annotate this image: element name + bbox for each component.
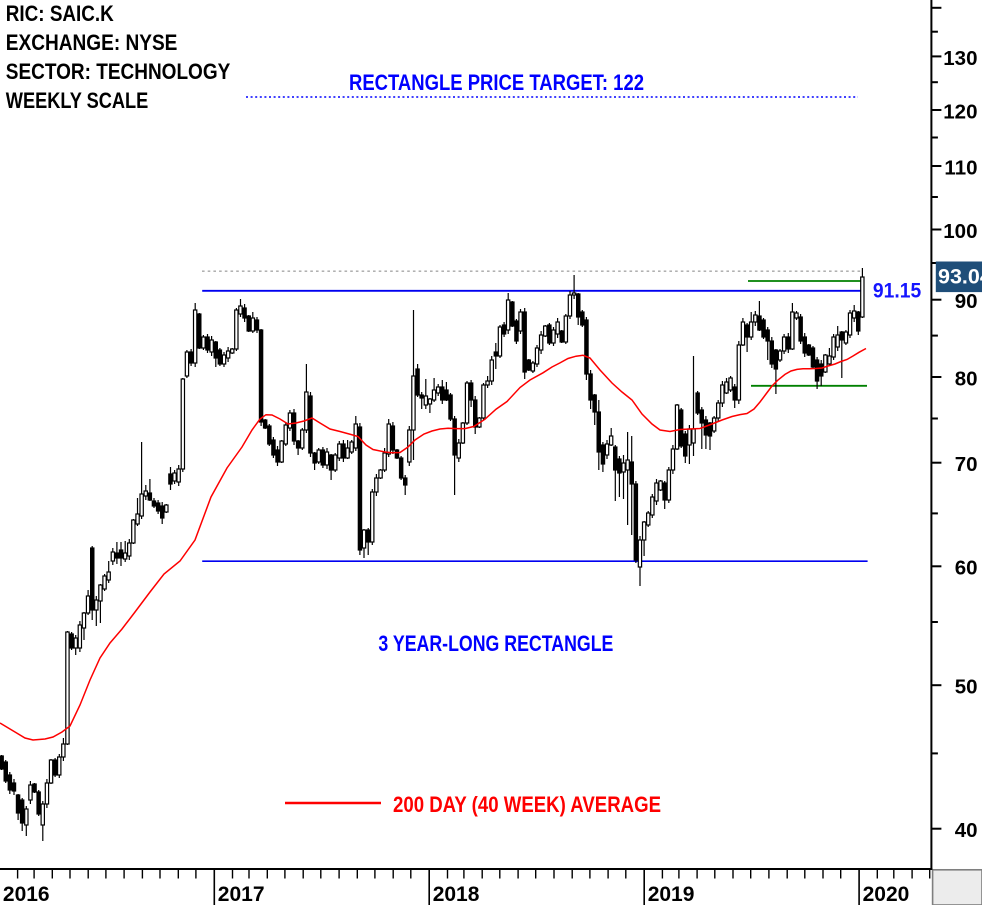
svg-text:60: 60 — [955, 557, 978, 580]
svg-text:2017: 2017 — [218, 883, 265, 905]
svg-text:110: 110 — [944, 156, 977, 179]
svg-text:90: 90 — [955, 290, 978, 313]
svg-text:2016: 2016 — [3, 883, 50, 905]
svg-text:91.15: 91.15 — [873, 279, 921, 303]
svg-text:130: 130 — [943, 47, 977, 70]
svg-text:2020: 2020 — [863, 883, 910, 905]
svg-text:WEEKLY SCALE: WEEKLY SCALE — [6, 88, 149, 113]
svg-text:200 DAY (40 WEEK) AVERAGE: 200 DAY (40 WEEK) AVERAGE — [393, 792, 661, 817]
svg-text:3 YEAR-LONG RECTANGLE: 3 YEAR-LONG RECTANGLE — [378, 631, 613, 656]
svg-text:70: 70 — [955, 453, 978, 476]
svg-text:2019: 2019 — [648, 883, 695, 905]
svg-text:2018: 2018 — [433, 883, 480, 905]
svg-text:SECTOR: TECHNOLOGY: SECTOR: TECHNOLOGY — [6, 59, 231, 84]
svg-text:50: 50 — [955, 676, 978, 699]
svg-text:EXCHANGE: NYSE: EXCHANGE: NYSE — [6, 30, 178, 55]
svg-text:40: 40 — [955, 819, 978, 842]
svg-text:120: 120 — [943, 100, 977, 123]
svg-text:RECTANGLE PRICE TARGET: 122: RECTANGLE PRICE TARGET: 122 — [349, 70, 644, 95]
svg-text:93.04: 93.04 — [938, 265, 982, 289]
svg-text:RIC: SAIC.K: RIC: SAIC.K — [6, 1, 114, 26]
svg-text:80: 80 — [955, 367, 978, 390]
svg-text:100: 100 — [943, 220, 977, 243]
